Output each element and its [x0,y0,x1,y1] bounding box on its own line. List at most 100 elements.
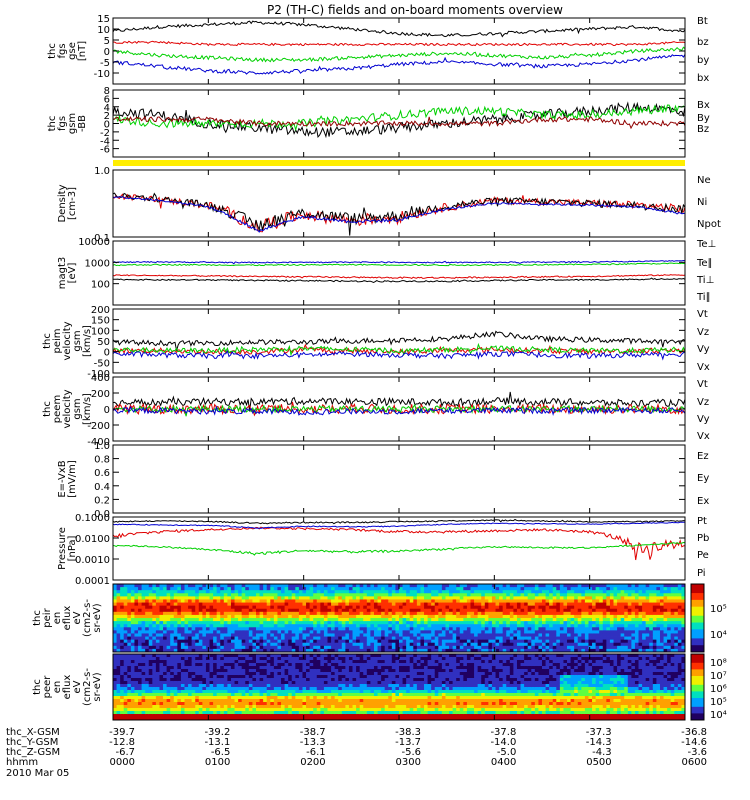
spectrogram-cell [434,627,439,631]
spectrogram-cell [567,642,572,647]
spectrogram-cell [531,599,536,603]
spectrogram-cell [352,624,357,628]
spectrogram-cell [180,590,185,594]
spectrogram-cell [170,618,175,622]
y-axis-label-line: Density [57,184,68,222]
spectrogram-cell [127,584,132,588]
y-axis-label-line: thc [42,333,53,349]
spectrogram-cell [674,621,679,625]
spectrogram-cell [331,633,336,637]
spectrogram-cell [531,608,536,613]
spectrogram-cell [570,636,575,641]
spectrogram-cell [155,602,160,607]
legend-Vy: Vy [697,414,710,425]
spectrogram-cell [273,702,278,706]
spectrogram-cell [413,624,418,628]
spectrogram-cell [427,618,432,622]
spectrogram-cell [230,584,235,588]
spectrogram-cell [327,630,332,634]
spectrogram-cell [245,696,250,700]
spectrogram-cell [266,636,271,641]
spectrogram-cell [273,584,278,588]
y-tick-label: 1000 [85,258,110,269]
spectrogram-cell [166,593,171,597]
spectrogram-cell [184,593,189,597]
spectrogram-cell [338,618,343,622]
spectrogram-cell [288,605,293,610]
spectrogram-cell [270,624,275,628]
legend-Pi: Pi [697,568,706,579]
spectrogram-cell [599,611,604,616]
spectrogram-cell [155,608,160,613]
spectrogram-cell [277,660,282,664]
spectrogram-cell [370,587,375,591]
spectrogram-cell [588,636,593,641]
spectrogram-cell [277,657,282,661]
spectrogram-cell [116,699,121,703]
spectrogram-cell [130,696,135,700]
spectrogram-cell [316,590,321,594]
spectrogram-cell [424,627,429,631]
spectrogram-cell [166,633,171,637]
spectrogram-cell [216,642,221,647]
spectrogram-cell [241,602,246,607]
spectrogram-cell [120,596,125,600]
spectrogram-cell [113,584,117,588]
spectrogram-cell [356,602,361,607]
spectrogram-cell [216,633,221,637]
spectrogram-cell [613,596,618,600]
spectrogram-cell [227,599,232,603]
spectrogram-cell [649,636,654,641]
spectrogram-cell [477,627,482,631]
spectrogram-cell [166,693,171,697]
spectrogram-cell [484,621,489,625]
spectrogram-cell [481,633,486,637]
spectrogram-cell [524,636,529,641]
spectrogram-cell [188,684,193,688]
spectrogram-cell [352,642,357,647]
spectrogram-cell [256,639,260,644]
spectrogram-cell [113,636,117,641]
spectrogram-cell [155,672,160,676]
spectrogram-cell [463,636,468,641]
y-tick-label: -200 [87,421,110,432]
legend-Vx: Vx [697,431,710,442]
spectrogram-cell [266,608,271,613]
spectrogram-cell [266,708,271,712]
spectrogram-cell [624,599,629,603]
spectrogram-cell [130,645,135,650]
series-line-Te∥ [113,277,686,284]
spectrogram-cell [359,596,364,600]
spectrogram-cell [152,714,157,718]
spectrogram-cell [331,621,336,625]
spectrogram-cell [609,596,614,600]
spectrogram-cell [273,633,278,637]
spectrogram-cell [549,602,554,607]
spectrogram-cell [141,687,146,691]
spectrogram-cell [291,633,296,637]
spectrogram-cell [638,645,643,650]
spectrogram-cell [295,630,300,634]
spectrogram-cell [463,645,468,650]
spectrogram-cell [477,608,482,613]
spectrogram-cell [592,633,597,637]
spectrogram-cell [663,645,668,650]
spectrogram-cell [273,717,278,721]
spectrogram-cell [273,639,278,644]
spectrogram-cell [513,593,518,597]
spectrogram-cell [381,605,386,610]
spectrogram-cell [227,584,232,588]
spectrogram-cell [624,639,629,644]
spectrogram-cell [241,681,246,685]
spectrogram-cell [613,608,618,613]
spectrogram-cell [388,590,393,594]
spectrogram-cell [577,624,582,628]
spectrogram-cell [166,654,171,658]
spectrogram-cell [320,593,325,597]
spectrogram-cell [366,587,371,591]
spectrogram-cell [370,639,375,644]
spectrogram-cell [399,599,403,603]
spectrogram-cell [177,660,182,664]
spectrogram-cell [384,587,389,591]
spectrogram-cell [213,593,218,597]
